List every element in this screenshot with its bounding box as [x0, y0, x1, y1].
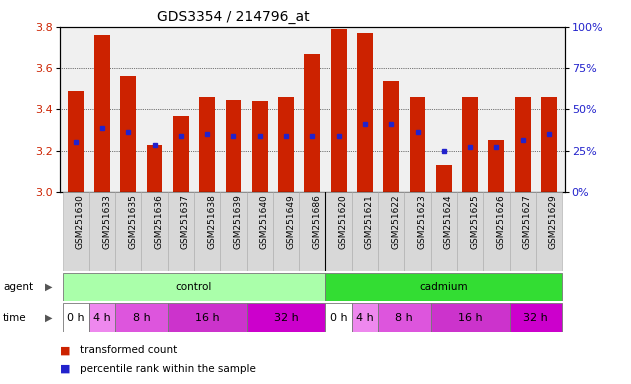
Text: cadmium: cadmium: [420, 282, 468, 292]
Text: GSM251627: GSM251627: [522, 194, 532, 249]
Bar: [62, 273, 326, 301]
Text: GSM251638: GSM251638: [207, 194, 216, 249]
Bar: [352, 303, 378, 332]
Text: time: time: [3, 313, 27, 323]
Bar: [115, 303, 168, 332]
Text: 32 h: 32 h: [524, 313, 548, 323]
Bar: [488, 141, 504, 192]
Text: 8 h: 8 h: [396, 313, 413, 323]
Bar: [146, 144, 163, 192]
Bar: [326, 273, 562, 301]
Text: GSM251626: GSM251626: [497, 194, 505, 249]
Text: GSM251639: GSM251639: [233, 194, 242, 249]
Bar: [436, 165, 452, 192]
Bar: [352, 192, 378, 271]
Text: GSM251623: GSM251623: [418, 194, 427, 249]
Text: agent: agent: [3, 282, 33, 292]
Text: GSM251625: GSM251625: [470, 194, 479, 249]
Bar: [115, 192, 141, 271]
Text: GSM251636: GSM251636: [155, 194, 163, 249]
Text: GSM251640: GSM251640: [260, 194, 269, 249]
Bar: [410, 97, 425, 192]
Bar: [462, 97, 478, 192]
Bar: [430, 192, 457, 271]
Bar: [299, 192, 326, 271]
Text: control: control: [176, 282, 212, 292]
Bar: [89, 192, 115, 271]
Text: GSM251620: GSM251620: [339, 194, 348, 249]
Text: GSM251622: GSM251622: [391, 194, 400, 249]
Bar: [247, 303, 326, 332]
Bar: [121, 76, 136, 192]
Text: ▶: ▶: [45, 313, 53, 323]
Text: GSM251630: GSM251630: [76, 194, 85, 249]
Bar: [536, 192, 562, 271]
Bar: [541, 97, 557, 192]
Bar: [357, 33, 373, 192]
Bar: [89, 303, 115, 332]
Bar: [62, 303, 89, 332]
Text: 32 h: 32 h: [274, 313, 298, 323]
Bar: [378, 303, 430, 332]
Text: ■: ■: [60, 364, 71, 374]
Bar: [62, 192, 89, 271]
Text: 4 h: 4 h: [356, 313, 374, 323]
Text: GSM251624: GSM251624: [444, 194, 453, 249]
Bar: [483, 192, 510, 271]
Bar: [384, 81, 399, 192]
Bar: [430, 303, 509, 332]
Text: transformed count: transformed count: [80, 345, 177, 355]
Bar: [168, 303, 247, 332]
Text: GSM251633: GSM251633: [102, 194, 111, 249]
Bar: [173, 116, 189, 192]
Text: GSM251635: GSM251635: [128, 194, 138, 249]
Bar: [252, 101, 268, 192]
Text: ■: ■: [60, 345, 71, 355]
Bar: [273, 192, 299, 271]
Text: GDS3354 / 214796_at: GDS3354 / 214796_at: [157, 10, 310, 23]
Bar: [247, 192, 273, 271]
Bar: [199, 97, 215, 192]
Bar: [194, 192, 220, 271]
Bar: [509, 303, 562, 332]
Text: 4 h: 4 h: [93, 313, 111, 323]
Bar: [304, 54, 320, 192]
Text: percentile rank within the sample: percentile rank within the sample: [80, 364, 256, 374]
Text: GSM251621: GSM251621: [365, 194, 374, 249]
Bar: [457, 192, 483, 271]
Text: 0 h: 0 h: [330, 313, 348, 323]
Bar: [68, 91, 83, 192]
Bar: [226, 100, 241, 192]
Bar: [378, 192, 404, 271]
Bar: [331, 29, 346, 192]
Bar: [278, 97, 294, 192]
Bar: [168, 192, 194, 271]
Text: 16 h: 16 h: [457, 313, 483, 323]
Text: ▶: ▶: [45, 282, 53, 292]
Text: 16 h: 16 h: [195, 313, 220, 323]
Bar: [404, 192, 430, 271]
Bar: [326, 192, 352, 271]
Text: GSM251637: GSM251637: [181, 194, 190, 249]
Bar: [515, 97, 531, 192]
Text: 8 h: 8 h: [133, 313, 150, 323]
Text: GSM251649: GSM251649: [286, 194, 295, 249]
Text: GSM251629: GSM251629: [549, 194, 558, 249]
Text: 0 h: 0 h: [67, 313, 85, 323]
Bar: [509, 192, 536, 271]
Text: GSM251686: GSM251686: [312, 194, 321, 249]
Bar: [326, 303, 352, 332]
Bar: [141, 192, 168, 271]
Bar: [220, 192, 247, 271]
Bar: [94, 35, 110, 192]
